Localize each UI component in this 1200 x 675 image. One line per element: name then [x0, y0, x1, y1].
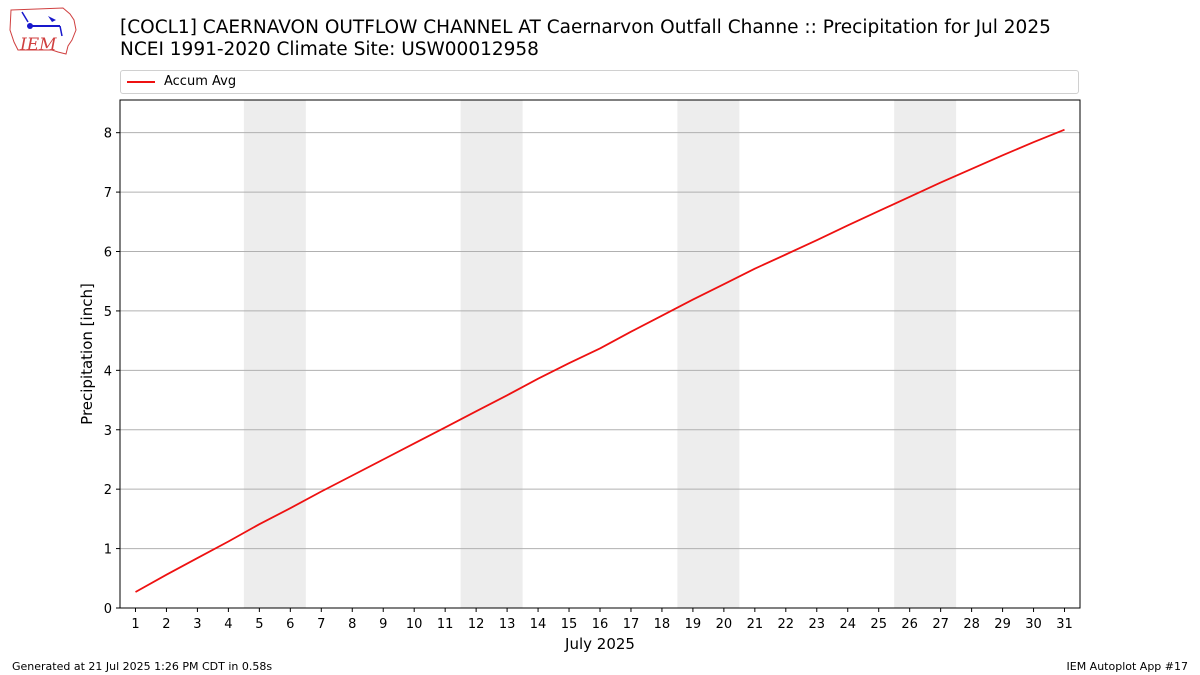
x-tick-label: 2	[162, 617, 170, 632]
y-tick-label: 6	[104, 246, 112, 261]
x-tick-label: 8	[348, 617, 356, 632]
x-tick-label: 21	[747, 617, 764, 632]
x-tick-label: 17	[623, 617, 640, 632]
x-tick-label: 15	[561, 617, 578, 632]
y-tick-label: 7	[104, 186, 112, 201]
y-axis-label: Precipitation [inch]	[78, 283, 96, 425]
x-tick-label: 18	[654, 617, 671, 632]
x-tick-label: 24	[839, 617, 856, 632]
y-tick-label: 0	[104, 602, 112, 617]
y-tick-label: 1	[104, 543, 112, 558]
x-tick-label: 31	[1056, 617, 1073, 632]
y-tick-label: 5	[104, 305, 112, 320]
x-axis-label: July 2025	[564, 635, 635, 653]
x-tick-label: 23	[809, 617, 826, 632]
x-tick-label: 1	[131, 617, 139, 632]
legend: Accum Avg	[120, 70, 1079, 94]
weekend-band	[677, 100, 740, 608]
x-tick-label: 25	[870, 617, 887, 632]
weekend-band	[460, 100, 523, 608]
x-tick-label: 30	[1025, 617, 1042, 632]
x-tick-label: 27	[932, 617, 949, 632]
x-tick-label: 4	[224, 617, 232, 632]
legend-line-swatch	[127, 81, 155, 83]
iem-logo: IEM	[9, 7, 77, 55]
x-tick-label: 5	[255, 617, 263, 632]
x-tick-label: 13	[499, 617, 516, 632]
app-credit: IEM Autoplot App #17	[1066, 660, 1189, 673]
y-tick-label: 8	[104, 127, 112, 142]
x-tick-label: 7	[317, 617, 325, 632]
chart-subtitle: NCEI 1991-2020 Climate Site: USW00012958	[120, 39, 539, 60]
x-tick-label: 9	[379, 617, 387, 632]
x-tick-label: 10	[406, 617, 423, 632]
x-tick-label: 22	[778, 617, 795, 632]
x-tick-label: 12	[468, 617, 485, 632]
x-tick-label: 16	[592, 617, 609, 632]
legend-label: Accum Avg	[164, 74, 237, 89]
series-line-accum-avg	[135, 128, 1065, 593]
x-tick-label: 26	[901, 617, 918, 632]
weekend-band	[894, 100, 957, 608]
y-tick-label: 4	[104, 364, 112, 379]
svg-text:IEM: IEM	[19, 35, 57, 55]
x-tick-label: 6	[286, 617, 294, 632]
x-tick-label: 3	[193, 617, 201, 632]
x-tick-label: 28	[963, 617, 980, 632]
x-tick-label: 20	[716, 617, 733, 632]
x-tick-label: 19	[685, 617, 702, 632]
x-tick-label: 11	[437, 617, 454, 632]
generated-timestamp: Generated at 21 Jul 2025 1:26 PM CDT in …	[12, 660, 273, 673]
weekend-band	[243, 100, 306, 608]
y-tick-label: 2	[104, 483, 112, 498]
x-tick-label: 29	[994, 617, 1011, 632]
x-tick-label: 14	[530, 617, 547, 632]
y-tick-label: 3	[104, 424, 112, 439]
chart-title: [COCL1] CAERNAVON OUTFLOW CHANNEL AT Cae…	[120, 17, 1051, 38]
